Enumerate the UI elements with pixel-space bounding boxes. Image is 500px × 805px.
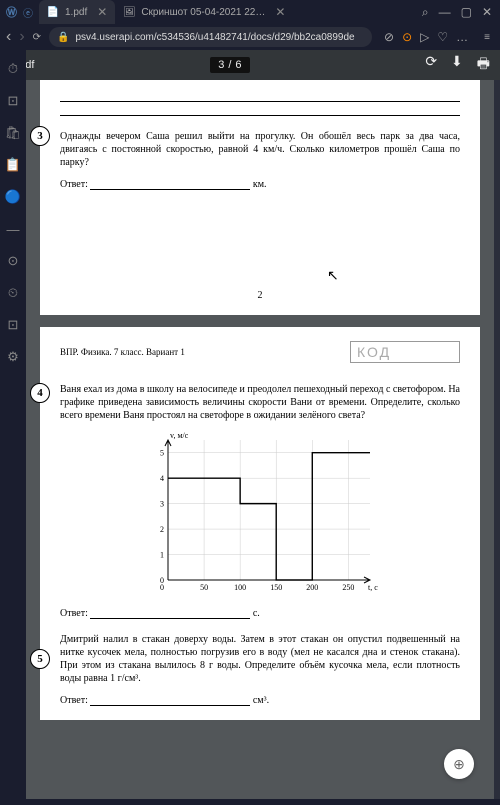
answer-label: Ответ: xyxy=(60,608,88,619)
page-number: 2 xyxy=(60,290,460,301)
image-icon: 🖼 xyxy=(123,6,135,18)
answer-blank xyxy=(90,189,250,190)
svg-text:5: 5 xyxy=(160,449,164,458)
sidebar-history-icon[interactable]: ⏱ xyxy=(4,60,22,78)
answer-unit: с. xyxy=(253,608,260,619)
svg-text:200: 200 xyxy=(306,583,318,592)
answer-unit: см³. xyxy=(253,695,269,706)
sidebar-panel-icon[interactable]: ⊡ xyxy=(4,316,22,334)
pdf-page-3: ВПР. Физика. 7 класс. Вариант 1 КОД 4 Ва… xyxy=(40,327,480,720)
question-number: 3 xyxy=(30,126,50,146)
question-5-text: Дмитрий налил в стакан доверху воды. Зат… xyxy=(60,633,460,685)
velocity-chart: 012345501001502002500v, м/сt, с xyxy=(140,428,380,598)
print-icon[interactable]: 🖶 xyxy=(477,53,490,77)
search-icon[interactable]: ⌕ xyxy=(422,5,429,20)
sidebar-help-icon[interactable]: ⊙ xyxy=(4,252,22,270)
tab-pdf[interactable]: 📄 1.pdf ✕ xyxy=(39,0,115,24)
tab-screenshot[interactable]: 🖼 Скриншот 05-04-2021 22… ✕ xyxy=(115,0,293,24)
vk-tab-icon[interactable]: Ⓦⓔ xyxy=(0,0,39,24)
sidebar-clip-icon[interactable]: 📋 xyxy=(4,156,22,174)
menu-icon[interactable]: ≡ xyxy=(480,32,494,43)
sidebar-settings-icon[interactable]: ⚙ xyxy=(4,348,22,366)
svg-text:150: 150 xyxy=(270,583,282,592)
pdf-viewport[interactable]: 3 Однажды вечером Саша решил выйти на пр… xyxy=(26,80,494,799)
answer-label: Ответ: xyxy=(60,179,88,190)
lock-icon: 🔒 xyxy=(57,32,69,43)
tab-title: 1.pdf xyxy=(65,7,87,18)
answer-blank xyxy=(90,705,250,706)
close-icon[interactable]: ✕ xyxy=(97,5,107,19)
url-input[interactable]: 🔒 psv4.userapi.com/c534536/u41482741/doc… xyxy=(49,27,372,47)
svg-text:2: 2 xyxy=(160,525,164,534)
svg-text:250: 250 xyxy=(342,583,354,592)
forward-icon[interactable]: › xyxy=(19,28,24,46)
answer-blank xyxy=(90,618,250,619)
opera-icon[interactable]: ⊙ xyxy=(402,30,412,44)
page-total: 6 xyxy=(235,59,241,71)
document-header: ВПР. Физика. 7 класс. Вариант 1 xyxy=(60,347,185,357)
download-icon[interactable]: ⬇ xyxy=(451,53,463,77)
answer-label: Ответ: xyxy=(60,695,88,706)
svg-text:v, м/с: v, м/с xyxy=(170,431,189,440)
svg-text:3: 3 xyxy=(160,500,164,509)
send-icon[interactable]: ▷ xyxy=(420,30,429,44)
svg-text:100: 100 xyxy=(234,583,246,592)
sidebar-shop-icon[interactable]: 🛍 xyxy=(4,124,22,142)
back-icon[interactable]: ‹ xyxy=(6,28,11,46)
svg-text:1: 1 xyxy=(160,551,164,560)
svg-text:4: 4 xyxy=(160,474,164,483)
fit-page-button[interactable]: ⊕ xyxy=(444,749,474,779)
svg-text:t, с: t, с xyxy=(368,583,378,592)
url-text: psv4.userapi.com/c534536/u41482741/docs/… xyxy=(76,32,355,43)
close-window-icon[interactable]: ✕ xyxy=(482,5,492,20)
question-number: 5 xyxy=(30,649,50,669)
pdf-icon: 📄 xyxy=(47,6,59,18)
answer-unit: км. xyxy=(253,179,267,190)
page-indicator: 3 / 6 xyxy=(210,57,249,73)
maximize-icon[interactable]: ▢ xyxy=(461,5,472,20)
sidebar-vk-icon[interactable]: 🔵 xyxy=(4,188,22,206)
question-4-text: Ваня ехал из дома в школу на велосипеде … xyxy=(60,383,460,422)
close-icon[interactable]: ✕ xyxy=(275,5,285,19)
svg-text:50: 50 xyxy=(200,583,208,592)
minimize-icon[interactable]: — xyxy=(439,5,451,20)
heart-icon[interactable]: ♡ xyxy=(437,30,448,44)
code-box: КОД xyxy=(350,341,460,363)
reload-icon[interactable]: ⟳ xyxy=(33,32,41,43)
scrollbar[interactable] xyxy=(494,80,500,799)
sidebar-speed-icon[interactable]: ⊡ xyxy=(4,92,22,110)
question-3-text: Однажды вечером Саша решил выйти на прог… xyxy=(60,130,460,169)
question-number: 4 xyxy=(30,383,50,403)
blocker-icon[interactable]: ⊘ xyxy=(384,30,394,44)
svg-text:0: 0 xyxy=(160,583,164,592)
sidebar-divider: — xyxy=(4,220,22,238)
rotate-icon[interactable]: ⟳ xyxy=(425,53,437,77)
tab-title: Скриншот 05-04-2021 22… xyxy=(141,7,265,18)
more-icon[interactable]: … xyxy=(456,30,468,44)
page-current[interactable]: 3 xyxy=(218,59,224,71)
pdf-page-2: 3 Однажды вечером Саша решил выйти на пр… xyxy=(40,80,480,315)
sidebar-history2-icon[interactable]: ⏲ xyxy=(4,284,22,302)
